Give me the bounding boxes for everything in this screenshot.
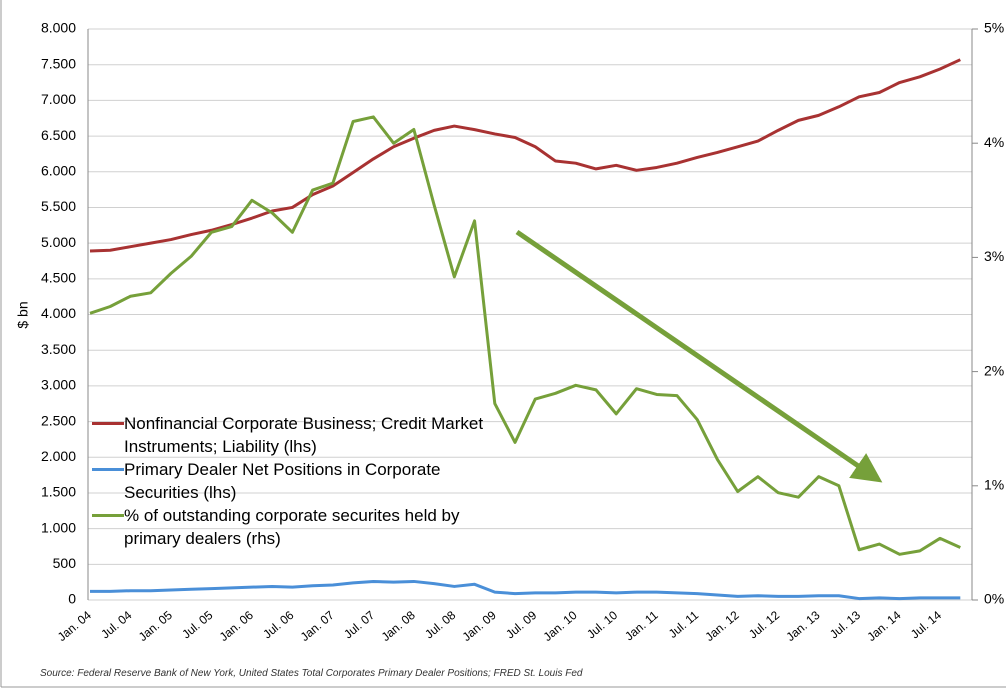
y-tick-label: 8.000 <box>41 20 76 36</box>
y-tick-label: 4.000 <box>41 305 76 321</box>
y2-tick-label: 0% <box>984 591 1004 607</box>
legend-entry: Nonfinancial Corporate Business; Credit … <box>92 412 512 458</box>
y-tick-label: 7.000 <box>41 91 76 107</box>
y2-tick-label: 5% <box>984 20 1004 36</box>
legend-label: Nonfinancial Corporate Business; Credit … <box>124 414 484 456</box>
y-tick-label: 7.500 <box>41 55 76 71</box>
y-tick-label: 500 <box>53 555 77 571</box>
legend-entry: Primary Dealer Net Positions in Corporat… <box>92 458 512 504</box>
marks <box>89 58 961 601</box>
legend-entry: % of outstanding corporate securites hel… <box>92 504 512 550</box>
legend-swatch <box>92 422 124 425</box>
y-tick-label: 1.000 <box>41 519 76 535</box>
y-axis-label: $ bn <box>15 301 31 328</box>
y2-tick-label: 2% <box>984 362 1004 378</box>
y-tick-label: 6.500 <box>41 127 76 143</box>
legend-label: Primary Dealer Net Positions in Corporat… <box>124 460 441 502</box>
series-line <box>90 579 961 601</box>
y-tick-label: 4.500 <box>41 270 76 286</box>
y2-tick-label: 1% <box>984 477 1004 493</box>
legend-swatch <box>92 514 124 517</box>
y-tick-label: 0 <box>68 591 76 607</box>
y-tick-label: 5.500 <box>41 198 76 214</box>
trend-arrow <box>515 229 883 483</box>
legend-label: % of outstanding corporate securites hel… <box>124 506 460 548</box>
y-tick-label: 2.500 <box>41 412 76 428</box>
y-tick-label: 2.000 <box>41 448 76 464</box>
y2-tick-label: 4% <box>984 134 1004 150</box>
y-tick-label: 1.500 <box>41 484 76 500</box>
legend-swatch <box>92 468 124 471</box>
y-tick-label: 5.000 <box>41 234 76 250</box>
y2-tick-label: 3% <box>984 248 1004 264</box>
series-line <box>89 115 961 556</box>
legend: Nonfinancial Corporate Business; Credit … <box>92 412 512 550</box>
y-tick-label: 3.500 <box>41 341 76 357</box>
source: Source: Federal Reserve Bank of New York… <box>40 668 583 679</box>
y-tick-label: 6.000 <box>41 162 76 178</box>
y-tick-label: 3.000 <box>41 377 76 393</box>
